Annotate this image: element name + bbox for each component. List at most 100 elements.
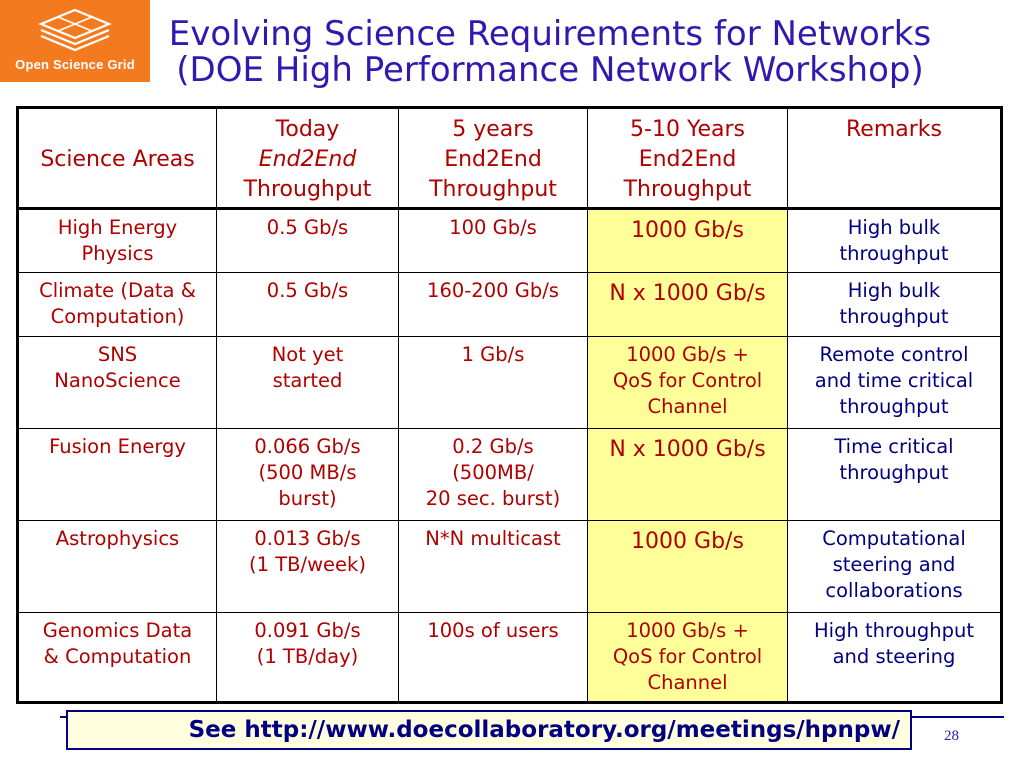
cell-line: 0.5 Gb/s [266,279,349,302]
cell-science-area: Astrophysics [17,520,217,613]
table-header-row: Science Areas Today End2End Throughput 5… [17,107,1002,210]
cell-line: 1000 Gb/s + [626,619,749,642]
slide-title: Evolving Science Requirements for Networ… [150,16,950,88]
page-number: 28 [944,728,959,744]
cell-line: steering and [832,553,956,576]
header-5-10-years-line: Throughput [623,177,752,202]
cell-line: 0.091 Gb/s [254,619,361,642]
cell-line: 100 Gb/s [449,216,537,239]
workshop-link[interactable]: See http://www.doecollaboratory.org/meet… [66,710,912,750]
cell-today: 0.5 Gb/s [216,208,399,273]
cell-line: Channel [647,395,728,418]
cell-remarks: High bulk throughput [787,208,1002,273]
table-row: Fusion Energy 0.066 Gb/s (500 MB/s burst… [17,428,1002,521]
cell-line: 1 Gb/s [461,343,525,366]
cell-line: 0.013 Gb/s [254,527,361,550]
cell-line: 0.066 Gb/s [254,435,361,458]
cell-5-years: 0.2 Gb/s (500MB/ 20 sec. burst) [398,428,588,521]
cell-line: 1000 Gb/s + [626,343,749,366]
cell-line: SNS [97,343,138,366]
cell-line: (500 MB/s [258,461,357,484]
title-line-1: Evolving Science Requirements for Networ… [168,14,932,54]
cell-line: & Computation [43,645,192,668]
cell-line: 20 sec. burst) [425,487,561,510]
title-line-2: (DOE High Performance Network Workshop) [176,50,924,90]
cell-line: Channel [647,671,728,694]
header-5-years-line: End2End [444,147,542,172]
table-row: High Energy Physics 0.5 Gb/s 100 Gb/s 10… [17,208,1002,273]
cell-5-years: 1 Gb/s [398,336,588,429]
requirements-table: Science Areas Today End2End Throughput 5… [16,106,1003,704]
header-today-line: End2End [258,147,357,172]
cell-line: 1000 Gb/s [631,529,744,554]
cell-remarks: High throughput and steering [787,612,1002,703]
header-5-years-line: 5 years [452,117,534,142]
cell-today: 0.5 Gb/s [216,272,399,337]
cell-line: throughput [839,242,949,265]
cell-line: Computational [822,527,966,550]
cell-line: QoS for Control [612,369,763,392]
cell-line: throughput [839,461,949,484]
cell-remarks: Remote control and time critical through… [787,336,1002,429]
cell-line: NanoScience [54,369,181,392]
cell-remarks: Computational steering and collaboration… [787,520,1002,613]
header-science-areas: Science Areas [17,107,217,210]
cell-line: started [272,369,343,392]
cell-line: QoS for Control [612,645,763,668]
table-row: Genomics Data & Computation 0.091 Gb/s (… [17,612,1002,703]
cell-today: Not yet started [216,336,399,429]
cell-5-years: 100s of users [398,612,588,703]
cell-line: 160-200 Gb/s [427,279,559,302]
cell-line: (1 TB/day) [256,645,359,668]
cell-line: Climate (Data & [39,279,196,302]
cell-5-10-years: N x 1000 Gb/s [587,428,788,521]
table-row: SNS NanoScience Not yet started 1 Gb/s 1… [17,336,1002,429]
cell-line: throughput [839,305,949,328]
cell-line: High bulk [847,216,941,239]
header-5-10-years-line: 5-10 Years [630,117,745,142]
cell-5-10-years: 1000 Gb/s + QoS for Control Channel [587,612,788,703]
cell-line: collaborations [825,579,963,602]
cell-line: Not yet [271,343,344,366]
cell-science-area: SNS NanoScience [17,336,217,429]
cell-line: 1000 Gb/s [631,218,744,243]
cell-today: 0.066 Gb/s (500 MB/s burst) [216,428,399,521]
cell-line: Remote control [819,343,969,366]
cell-line: Time critical [834,435,954,458]
header-5-10-years: 5-10 Years End2End Throughput [587,107,788,210]
cell-remarks: High bulk throughput [787,272,1002,337]
header-remarks: Remarks [787,107,1002,210]
cell-line: N*N multicast [425,527,561,550]
cell-line: Physics [81,242,154,265]
cell-5-years: 100 Gb/s [398,208,588,273]
cell-line: Astrophysics [55,527,180,550]
cell-line: High bulk [847,279,941,302]
cell-science-area: Fusion Energy [17,428,217,521]
cell-today: 0.091 Gb/s (1 TB/day) [216,612,399,703]
cell-today: 0.013 Gb/s (1 TB/week) [216,520,399,613]
cell-line: throughput [839,395,949,418]
cell-line: 0.5 Gb/s [266,216,349,239]
cell-science-area: Climate (Data & Computation) [17,272,217,337]
table-row: Astrophysics 0.013 Gb/s (1 TB/week) N*N … [17,520,1002,613]
cell-5-10-years: 1000 Gb/s [587,520,788,613]
cell-line: Computation) [50,305,185,328]
cell-science-area: High Energy Physics [17,208,217,273]
cell-line: (1 TB/week) [249,553,366,576]
cell-line: (500MB/ [452,461,534,484]
cell-line: High Energy [57,216,178,239]
cell-line: Fusion Energy [49,435,186,458]
cell-5-10-years: N x 1000 Gb/s [587,272,788,337]
cell-5-10-years: 1000 Gb/s [587,208,788,273]
cell-5-years: N*N multicast [398,520,588,613]
cell-line: 100s of users [427,619,559,642]
cell-remarks: Time critical throughput [787,428,1002,521]
header-5-years-line: Throughput [429,177,557,202]
table-row: Climate (Data & Computation) 0.5 Gb/s 16… [17,272,1002,337]
layered-grid-icon [38,8,112,52]
cell-line: N x 1000 Gb/s [609,437,766,462]
header-5-years: 5 years End2End Throughput [398,107,588,210]
open-science-grid-logo: Open Science Grid [0,0,150,82]
cell-5-10-years: 1000 Gb/s + QoS for Control Channel [587,336,788,429]
cell-line: and time critical [814,369,974,392]
